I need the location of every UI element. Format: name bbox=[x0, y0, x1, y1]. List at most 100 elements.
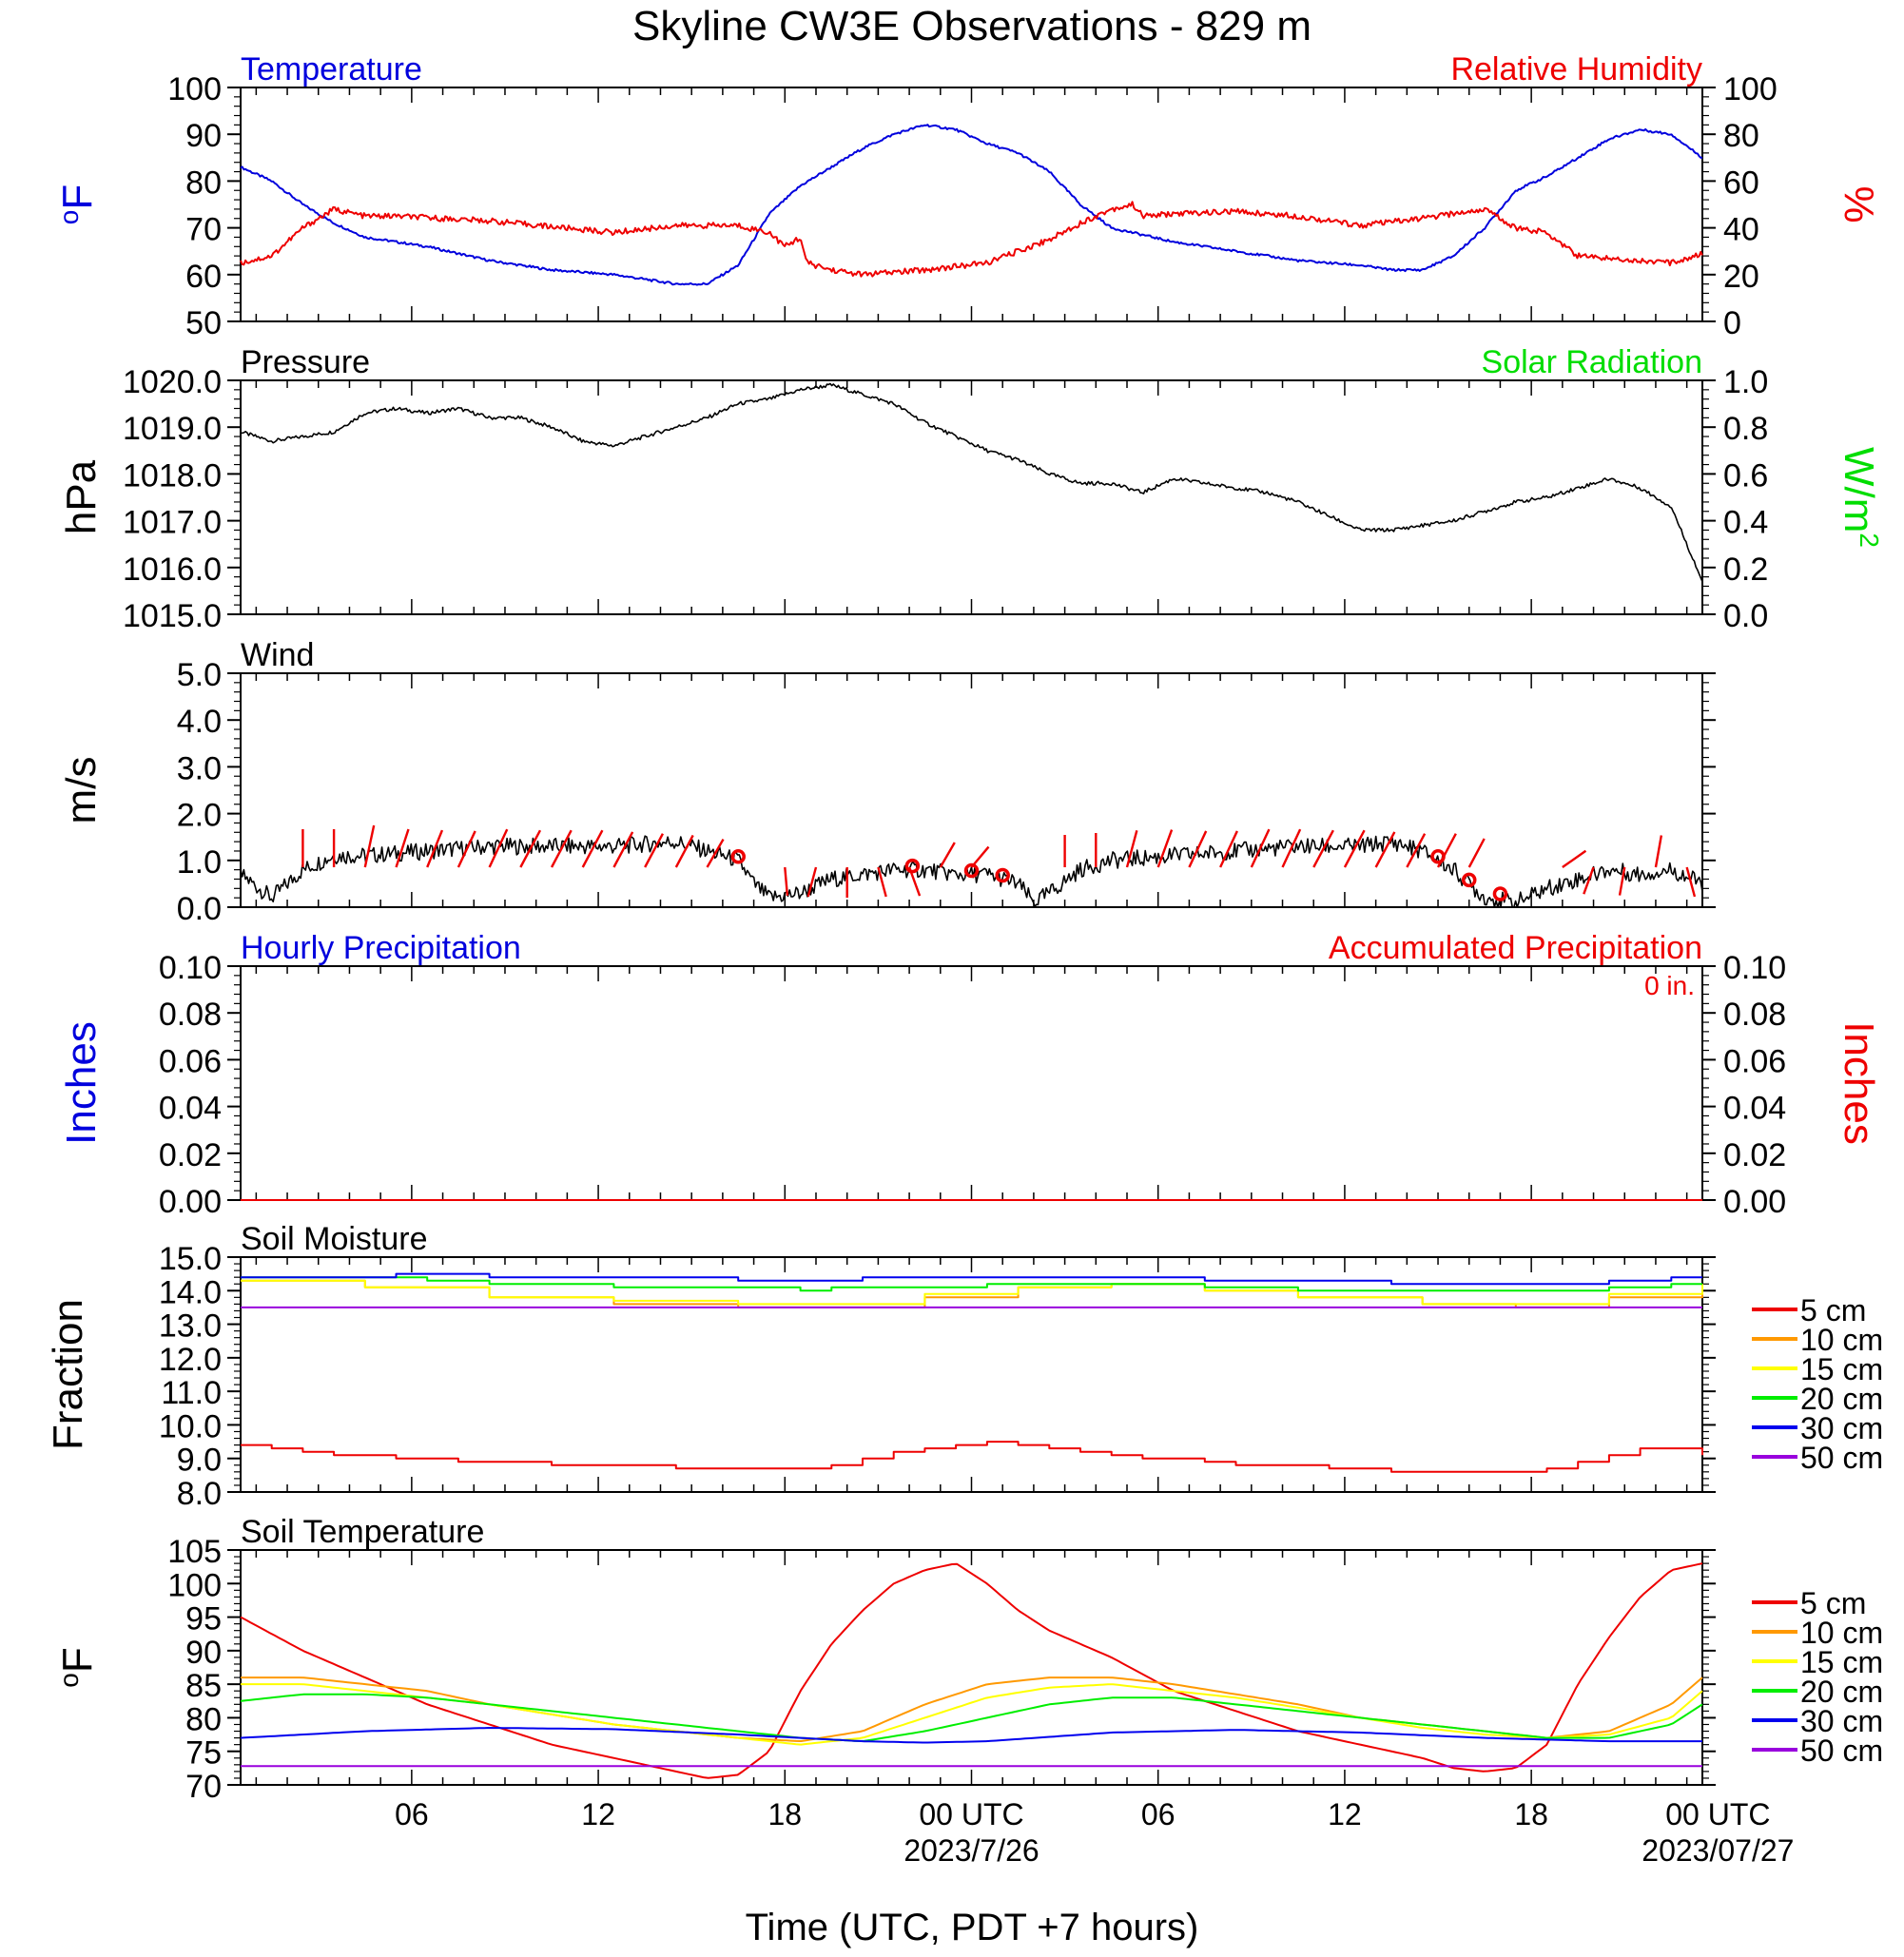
y-tick-label-left: 8.0 bbox=[177, 1476, 222, 1512]
y-tick-label-right: 0.10 bbox=[1723, 950, 1786, 986]
y-axis-label-right: % bbox=[1836, 185, 1882, 223]
x-tick-label: 18 bbox=[767, 1797, 802, 1831]
chart-title: Skyline CW3E Observations - 829 m bbox=[632, 3, 1311, 49]
wind-barb bbox=[1406, 833, 1427, 868]
y-tick-label-left: 13.0 bbox=[159, 1308, 222, 1345]
calm-wind-marker bbox=[1430, 849, 1446, 864]
x-tick-label: 00 UTC bbox=[919, 1797, 1023, 1831]
calm-wind-marker bbox=[730, 849, 746, 864]
y-tick-label-left: 1020.0 bbox=[123, 364, 222, 400]
wind-barb bbox=[1374, 831, 1396, 868]
calm-wind-marker bbox=[904, 858, 921, 874]
wind-barb bbox=[1219, 830, 1238, 868]
y-axis-label-left: oF bbox=[54, 184, 101, 224]
y-tick-label-left: 14.0 bbox=[159, 1274, 222, 1310]
y-axis-label-right: W/m2 bbox=[1836, 447, 1884, 548]
wind-barb bbox=[1250, 828, 1271, 868]
y-tick-label-left: 80 bbox=[185, 165, 222, 201]
y-tick-label-right: 0.8 bbox=[1723, 411, 1768, 447]
wind-barb bbox=[1125, 830, 1138, 868]
calm-wind-marker bbox=[1461, 872, 1477, 888]
y-tick-label-left: 90 bbox=[185, 1635, 222, 1671]
y-tick-label-left: 70 bbox=[185, 212, 222, 248]
y-tick-label-left: 1016.0 bbox=[123, 552, 222, 588]
y-tick-label-left: 5.0 bbox=[177, 657, 222, 693]
y-tick-label-left: 15.0 bbox=[159, 1241, 222, 1277]
panel-title-left: Pressure bbox=[241, 344, 370, 380]
legend-entry: 5 cm bbox=[1800, 1586, 1866, 1620]
wind-barb bbox=[806, 866, 818, 898]
panel-wind: 0.0 1.0 2.0 3.0 4.0 5.0 Wind m/s bbox=[58, 637, 1716, 927]
legend-entry: 30 cm bbox=[1800, 1411, 1883, 1445]
y-tick-label-left: 4.0 bbox=[177, 704, 222, 740]
y-tick-label-left: 1015.0 bbox=[123, 598, 222, 634]
wind-barb bbox=[1188, 830, 1208, 868]
y-tick-label-right: 20 bbox=[1723, 259, 1759, 295]
y-axis-label-left: m/s bbox=[58, 757, 105, 824]
wind-barb bbox=[1618, 866, 1626, 896]
wind-barb bbox=[1156, 829, 1174, 868]
x-tick-label: 18 bbox=[1514, 1797, 1548, 1831]
series-line-5cm bbox=[241, 1441, 1703, 1473]
wind-barb bbox=[395, 828, 410, 868]
y-tick-label-right: 0.02 bbox=[1723, 1137, 1786, 1173]
calm-wind-marker bbox=[995, 867, 1010, 883]
panel-title-right: Relative Humidity bbox=[1450, 51, 1702, 87]
x-tick-label: 06 bbox=[1141, 1797, 1175, 1831]
x-date-label: 2023/07/27 bbox=[1642, 1833, 1794, 1868]
x-tick-label: 00 UTC bbox=[1665, 1797, 1770, 1831]
y-tick-label-left: 10.0 bbox=[159, 1408, 222, 1444]
y-tick-label-right: 0.00 bbox=[1723, 1184, 1786, 1220]
wind-barb bbox=[1685, 866, 1697, 898]
series-line-5cm bbox=[240, 1562, 1703, 1779]
x-tick-label: 06 bbox=[395, 1797, 429, 1831]
wind-barb bbox=[1343, 829, 1366, 868]
series-line-30cm bbox=[241, 1272, 1702, 1286]
wind-barb bbox=[644, 833, 664, 868]
y-tick-label-right: 60 bbox=[1723, 165, 1759, 201]
legend-entry: 50 cm bbox=[1800, 1734, 1883, 1768]
y-tick-label-left: 12.0 bbox=[159, 1342, 222, 1378]
wind-barb bbox=[674, 834, 694, 868]
panel-pressure: 1015.0 1016.0 1017.0 1018.0 1019.0 1020.0 0.0 0… bbox=[58, 344, 1884, 634]
wind-barb bbox=[612, 831, 634, 868]
panel-temperature_rh: 50 60 70 80 90 100 0 20 40 60 80 100 Temperature Rela… bbox=[54, 51, 1882, 341]
y-tick-label-left: 100 bbox=[167, 1567, 222, 1603]
legend-entry: 15 cm bbox=[1800, 1645, 1883, 1679]
y-tick-label-left: 0.02 bbox=[159, 1137, 222, 1173]
y-tick-label-right: 0 bbox=[1723, 305, 1741, 341]
legend-entry: 20 cm bbox=[1800, 1675, 1883, 1709]
y-tick-label-right: 0.6 bbox=[1723, 457, 1768, 494]
y-tick-label-left: 9.0 bbox=[177, 1443, 222, 1479]
y-axis-label-right: Inches bbox=[1836, 1021, 1882, 1145]
y-tick-label-left: 75 bbox=[185, 1735, 222, 1772]
y-tick-label-right: 0.06 bbox=[1723, 1043, 1786, 1079]
panel-title-left: Hourly Precipitation bbox=[241, 930, 521, 966]
y-tick-label-right: 0.08 bbox=[1723, 997, 1786, 1033]
y-tick-label-left: 0.06 bbox=[159, 1043, 222, 1079]
wind-barb bbox=[877, 866, 887, 898]
x-tick-label: 12 bbox=[1328, 1797, 1362, 1831]
series-line-right bbox=[240, 201, 1703, 278]
y-tick-label-right: 0.2 bbox=[1723, 552, 1768, 588]
y-tick-label-left: 1.0 bbox=[177, 844, 222, 881]
y-tick-label-left: 85 bbox=[185, 1668, 222, 1704]
wind-barb bbox=[1583, 866, 1595, 895]
legend-entry: 5 cm bbox=[1800, 1293, 1866, 1327]
wind-barb bbox=[426, 829, 444, 868]
legend-entry: 50 cm bbox=[1800, 1441, 1883, 1475]
y-tick-label-left: 80 bbox=[185, 1701, 222, 1737]
y-tick-label-right: 1.0 bbox=[1723, 364, 1768, 400]
y-tick-label-right: 40 bbox=[1723, 212, 1759, 248]
y-tick-label-left: 0.10 bbox=[159, 950, 222, 986]
wind-barb bbox=[550, 829, 573, 868]
x-date-label: 2023/7/26 bbox=[903, 1833, 1039, 1868]
y-axis-label-left: hPa bbox=[58, 459, 105, 534]
wind-barb bbox=[1281, 828, 1302, 868]
accumulation-annotation: 0 in. bbox=[1644, 971, 1695, 1000]
y-tick-label-left: 0.0 bbox=[177, 891, 222, 927]
y-tick-label-left: 1019.0 bbox=[123, 411, 222, 447]
series-line-left bbox=[240, 124, 1703, 286]
wind-barb bbox=[784, 866, 789, 896]
